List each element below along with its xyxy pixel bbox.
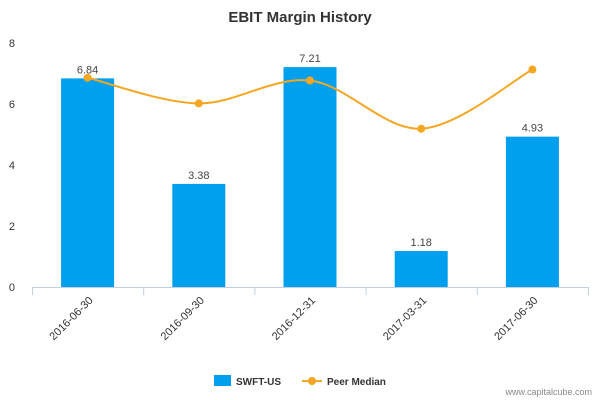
credit-text[interactable]: www.capitalcube.com [504,387,592,397]
y-axis: 0 2 4 6 8 [9,38,15,294]
chart-title: EBIT Margin History [228,9,372,26]
legend-item-line[interactable]: Peer Median [302,377,386,388]
peer-median-point[interactable] [528,65,537,74]
bar-data-label: 1.18 [410,237,431,249]
y-tick-label: 6 [9,99,15,111]
legend-line-marker [308,377,316,385]
peer-median-point[interactable] [417,124,426,133]
legend-label: SWFT-US [236,377,281,388]
x-tick-label: 2017-06-30 [492,295,540,343]
y-tick-label: 2 [9,221,15,233]
peer-median-point[interactable] [83,73,92,82]
y-tick-label: 8 [9,38,15,50]
legend-label: Peer Median [327,377,386,388]
line-series [83,65,537,133]
x-tick-label: 2017-03-31 [381,295,429,343]
bar-data-label: 4.93 [522,123,543,135]
bar[interactable] [505,136,559,287]
bar[interactable] [172,183,226,287]
bar-data-label: 3.38 [188,170,209,182]
peer-median-point[interactable] [194,99,203,108]
x-tick-label: 2016-09-30 [159,295,207,343]
peer-median-point[interactable] [306,76,314,85]
bar-data-labels: 6.84 3.38 7.21 1.18 4.93 [77,53,543,249]
bar[interactable] [394,251,448,287]
y-tick-label: 0 [9,282,15,294]
y-tick-label: 4 [9,160,15,172]
chart-legend[interactable]: SWFT-US Peer Median [214,375,386,388]
x-tick-label: 2016-12-31 [270,295,318,343]
bar[interactable] [61,78,115,287]
bar-data-label: 6.84 [77,64,98,76]
x-tick-label: 2016-06-30 [47,295,95,343]
legend-item-bar[interactable]: SWFT-US [214,375,281,388]
bar-series [61,67,559,287]
legend-bar-swatch [214,375,231,386]
bar-data-label: 7.21 [299,53,320,65]
bar[interactable] [283,67,337,287]
x-axis: 2016-06-30 2016-09-30 2016-12-31 2017-03-31… [32,287,589,343]
